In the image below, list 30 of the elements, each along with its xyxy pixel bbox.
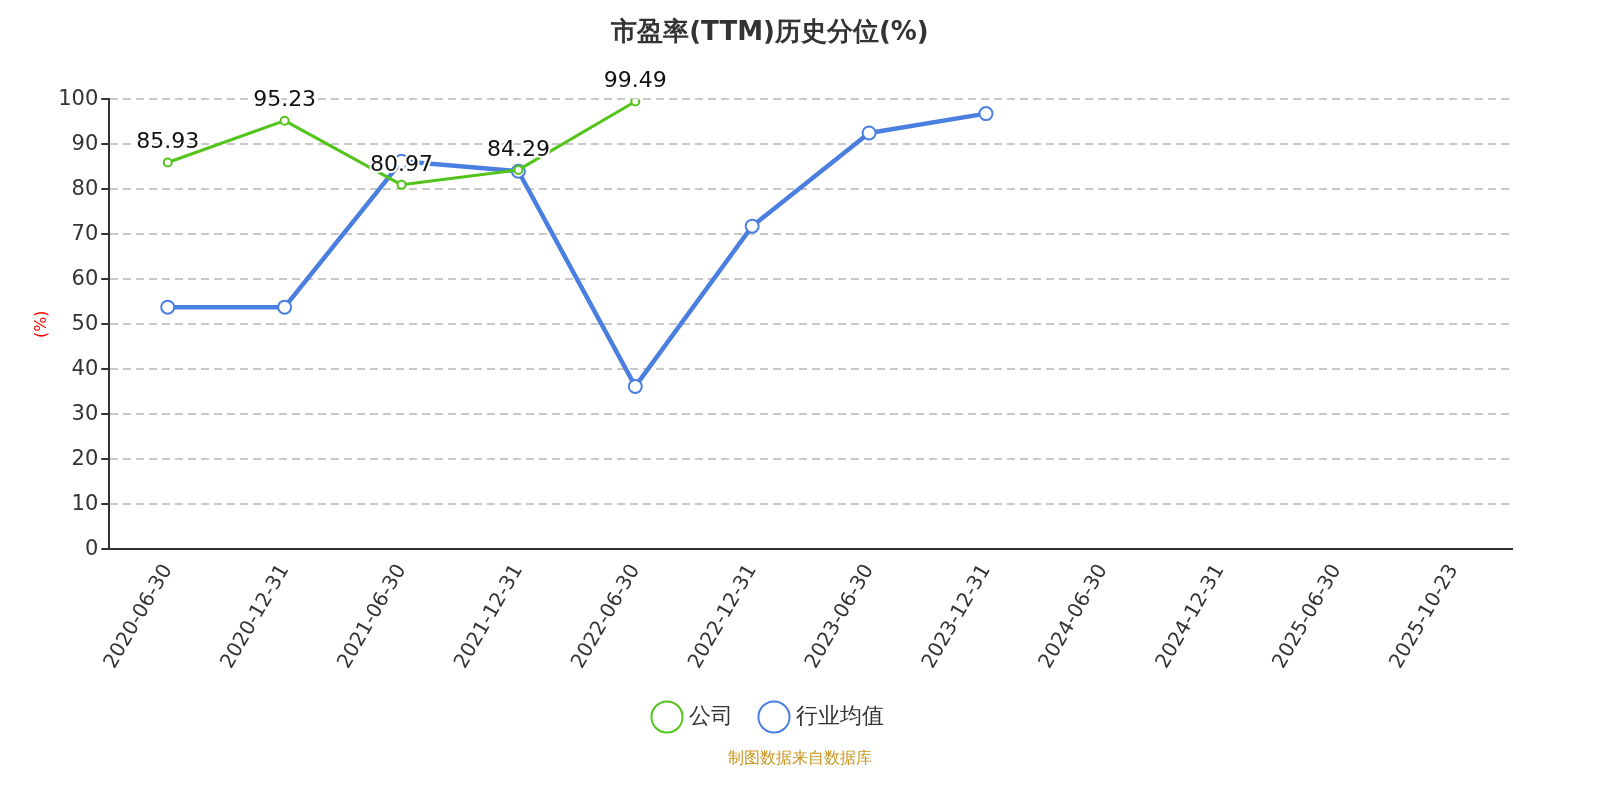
y-tick-label: 40 [71,355,99,380]
y-tick-label: 10 [71,490,99,515]
y-tick-label: 30 [71,400,99,425]
data-label: 84.29 [486,135,550,161]
y-tick-label: 0 [84,535,99,560]
text: 制图数据来自数据库 [727,748,873,769]
legend-label: 行业均值 [796,702,884,728]
y-tick-label: 70 [71,220,99,245]
point [160,299,176,315]
legend-label: 公司 [689,702,733,728]
point [744,218,760,234]
point [630,99,641,107]
data-label: 85.93 [136,128,200,154]
y-tick-label: 90 [71,130,99,155]
chart-title: 市盈率(TTM)历史分位(%) [610,16,929,47]
y-tick-label: 50 [71,310,99,335]
y-tick-label: 100 [58,85,99,110]
y-axis-title: (%) [30,310,50,339]
point [277,299,293,315]
y-tick-label: 20 [71,445,99,470]
point [627,378,643,394]
y-tick-label: 80 [71,175,99,200]
data-label: 95.23 [253,86,317,112]
point [978,106,994,122]
point [396,179,407,190]
point [279,115,290,126]
point [861,125,877,141]
y-tick-label: 60 [71,265,99,290]
point [162,157,173,168]
data-label: 99.49 [603,67,667,93]
